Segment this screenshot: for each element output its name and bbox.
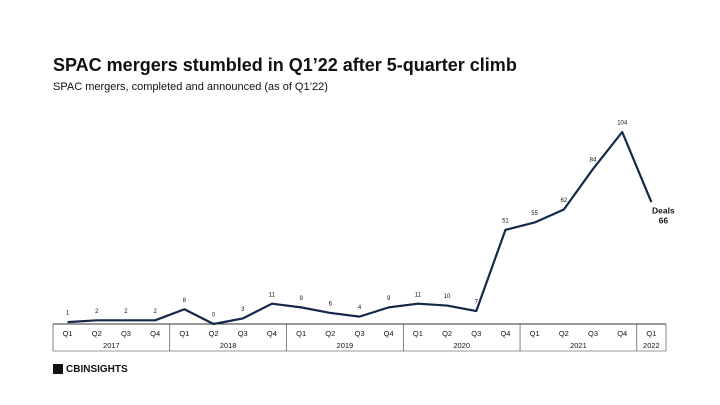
data-label: 9 <box>387 296 391 302</box>
x-group-label: 2018 <box>220 341 237 350</box>
data-label: 4 <box>358 305 362 311</box>
data-label: 0 <box>212 313 216 319</box>
logo-icon <box>53 364 63 374</box>
x-tick-label: Q1 <box>646 329 656 338</box>
x-tick-label: Q4 <box>500 329 510 338</box>
data-label: 11 <box>415 292 422 298</box>
x-tick-label: Q3 <box>238 329 248 338</box>
data-label: 51 <box>502 218 509 224</box>
x-tick-label: Q1 <box>413 329 423 338</box>
legend-label: Deals <box>652 205 675 215</box>
x-group-label: 2021 <box>570 341 587 350</box>
x-tick-label: Q4 <box>617 329 627 338</box>
data-label: 2 <box>153 309 157 315</box>
x-tick-label: Q3 <box>471 329 481 338</box>
line <box>67 130 653 326</box>
data-label: 8 <box>183 298 187 304</box>
data-label: 2 <box>124 309 128 315</box>
data-label: 7 <box>475 300 479 306</box>
data-label: 104 <box>617 121 628 127</box>
x-tick-label: Q3 <box>354 329 364 338</box>
x-tick-label: Q3 <box>121 329 131 338</box>
x-group-label: 2022 <box>643 341 660 350</box>
data-label: 62 <box>560 198 567 204</box>
data-label: 66 <box>659 215 669 225</box>
x-group-label: 2020 <box>453 341 470 350</box>
data-label: 6 <box>329 302 333 308</box>
data-label: 2 <box>95 309 99 315</box>
x-tick-label: Q2 <box>325 329 335 338</box>
x-group-label: 2019 <box>337 341 354 350</box>
data-label: 9 <box>299 296 303 302</box>
x-tick-label: Q1 <box>179 329 189 338</box>
x-tick-label: Q2 <box>92 329 102 338</box>
data-label: 3 <box>241 307 245 313</box>
x-tick-label: Q2 <box>442 329 452 338</box>
x-tick-label: Q4 <box>267 329 277 338</box>
x-tick-label: Q1 <box>63 329 73 338</box>
x-tick-label: Q1 <box>530 329 540 338</box>
x-tick-label: Q4 <box>150 329 160 338</box>
data-label: 10 <box>444 294 451 300</box>
data-label: 1 <box>66 311 70 317</box>
logo: CBINSIGHTS <box>66 364 128 375</box>
data-label: 84 <box>590 158 597 164</box>
x-tick-label: Q2 <box>559 329 569 338</box>
x-tick-label: Q2 <box>209 329 219 338</box>
chart-subtitle: SPAC mergers, completed and announced (a… <box>53 81 328 93</box>
data-label: 55 <box>531 211 538 217</box>
x-tick-label: Q3 <box>588 329 598 338</box>
x-tick-label: Q4 <box>384 329 394 338</box>
x-group-label: 2017 <box>103 341 120 350</box>
data-label: 11 <box>269 292 276 298</box>
x-tick-label: Q1 <box>296 329 306 338</box>
chart-title: SPAC mergers stumbled in Q1’22 after 5-q… <box>53 55 517 75</box>
